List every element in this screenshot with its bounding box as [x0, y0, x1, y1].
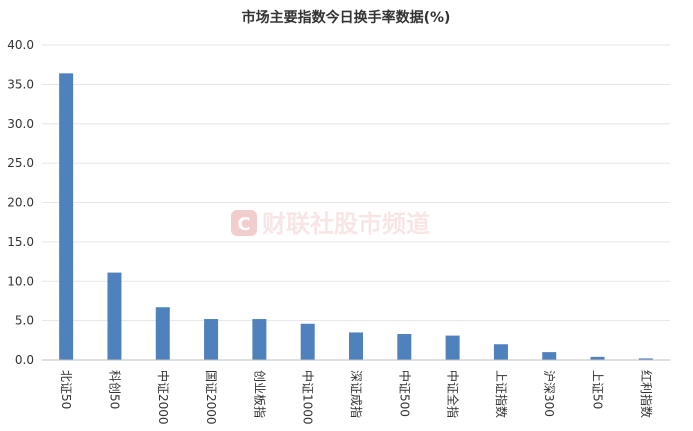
watermark-text: 财联社股市频道 — [262, 210, 430, 238]
category-label: 科创50 — [107, 370, 121, 409]
bars — [59, 73, 653, 360]
y-tick-label: 25.0 — [7, 156, 34, 170]
y-tick-label: 0.0 — [15, 353, 34, 367]
bar-6 — [349, 332, 363, 360]
bar-5 — [300, 323, 315, 360]
category-label: 中证500 — [397, 370, 412, 417]
y-tick-label: 35.0 — [7, 77, 34, 91]
category-label: 上证指数 — [494, 370, 509, 418]
bar-8 — [445, 335, 460, 360]
bar-7 — [397, 334, 412, 360]
category-label: 中证2000 — [156, 370, 171, 425]
category-label: 中证1000 — [301, 370, 316, 425]
y-tick-label: 10.0 — [7, 274, 34, 288]
bar-12 — [638, 358, 653, 360]
category-label: 深证成指 — [349, 370, 364, 418]
y-tick-label: 5.0 — [15, 314, 34, 328]
y-tick-label: 20.0 — [7, 196, 34, 210]
grid-lines — [42, 44, 670, 322]
bar-2 — [155, 307, 170, 360]
bar-4 — [252, 319, 267, 360]
c-logo-glyph: C — [237, 214, 250, 235]
y-tick-label: 30.0 — [7, 117, 34, 131]
category-label: 国证2000 — [204, 370, 218, 425]
category-label: 上证50 — [591, 370, 605, 409]
y-tick-label: 15.0 — [7, 235, 34, 249]
chart-title: 市场主要指数今日换手率数据(%) — [242, 9, 451, 26]
category-label: 中证全指 — [446, 370, 461, 418]
category-label: 沪深300 — [542, 370, 556, 417]
bar-3 — [204, 319, 219, 360]
bar-9 — [493, 344, 508, 360]
bar-10 — [542, 352, 557, 360]
y-tick-label: 40.0 — [7, 38, 34, 52]
x-axis-category-labels: 北证50 科创50 中证2000 国证2000 创业板指 中证1000 深证成指 中证500 中… — [59, 370, 654, 425]
c-logo-icon — [231, 210, 257, 236]
y-axis-tick-labels: 0.0 5.0 10.0 15.0 20.0 25.0 30.0 35.0 40.0 — [7, 38, 34, 367]
category-label: 北证50 — [59, 370, 73, 409]
category-label: 创业板指 — [252, 370, 267, 418]
watermark: C 财联社股市频道 — [231, 210, 430, 238]
bar-0 — [59, 73, 74, 360]
bar-11 — [590, 356, 605, 360]
bar-1 — [107, 272, 122, 360]
category-label: 红利指数 — [639, 370, 654, 418]
